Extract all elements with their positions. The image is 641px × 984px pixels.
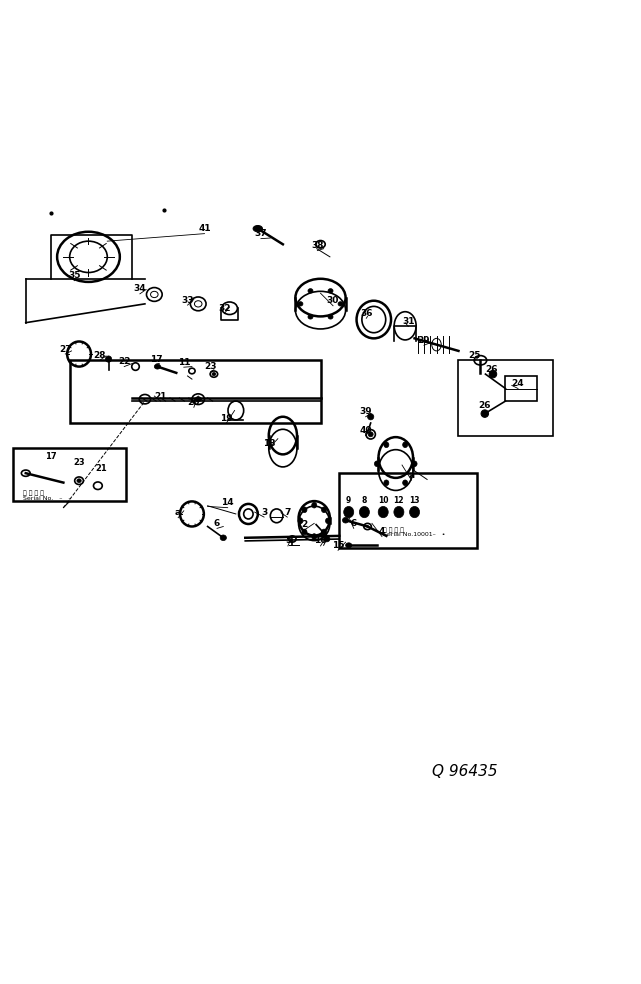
Text: 13: 13 (410, 496, 420, 505)
Ellipse shape (481, 410, 488, 417)
Text: 11: 11 (178, 358, 190, 367)
Text: 24: 24 (512, 379, 524, 388)
Bar (506, 376, 537, 401)
Text: 22: 22 (118, 357, 131, 366)
Text: 適 用 機 種: 適 用 機 種 (22, 491, 44, 496)
Text: 4: 4 (379, 527, 385, 536)
Text: 26: 26 (485, 365, 498, 374)
Text: 適 用 機 種: 適 用 機 種 (383, 526, 404, 532)
Text: 15: 15 (332, 541, 344, 550)
Ellipse shape (321, 530, 326, 535)
Text: 39: 39 (360, 407, 372, 416)
Ellipse shape (403, 442, 408, 448)
Text: Serial No.10001–   •: Serial No.10001– • (383, 532, 445, 537)
Ellipse shape (394, 507, 404, 518)
Text: 25: 25 (468, 351, 480, 360)
Ellipse shape (220, 535, 226, 540)
Text: 16: 16 (314, 536, 327, 545)
Ellipse shape (302, 507, 307, 513)
Text: 30: 30 (327, 296, 339, 305)
Text: Serial No.   –   –: Serial No. – – (22, 496, 71, 501)
Text: 34: 34 (133, 284, 146, 293)
Ellipse shape (298, 302, 303, 306)
Text: 38: 38 (311, 241, 324, 250)
Text: 35: 35 (69, 272, 81, 280)
Ellipse shape (154, 364, 161, 369)
Text: 12: 12 (394, 496, 404, 505)
Text: 17: 17 (150, 354, 163, 363)
Text: 40: 40 (360, 426, 372, 435)
Text: 9: 9 (346, 496, 351, 505)
Ellipse shape (77, 479, 81, 482)
Text: 10: 10 (378, 496, 388, 505)
Text: 28: 28 (94, 350, 106, 360)
Ellipse shape (105, 356, 112, 362)
Ellipse shape (342, 518, 349, 523)
Text: 26: 26 (479, 400, 491, 410)
Text: 36: 36 (360, 309, 372, 318)
Ellipse shape (410, 507, 420, 518)
Ellipse shape (367, 413, 374, 420)
Text: 23: 23 (204, 362, 217, 371)
Text: 18: 18 (263, 439, 276, 448)
Ellipse shape (384, 442, 389, 448)
Ellipse shape (378, 507, 388, 518)
Ellipse shape (384, 480, 389, 486)
Ellipse shape (326, 518, 331, 523)
Ellipse shape (374, 461, 379, 466)
Text: 19: 19 (220, 413, 233, 422)
Text: 20: 20 (188, 398, 200, 406)
Text: 21: 21 (95, 464, 107, 473)
Text: Q 96435: Q 96435 (432, 764, 497, 778)
Ellipse shape (308, 288, 313, 293)
Ellipse shape (368, 432, 373, 437)
Bar (70, 360, 320, 423)
Ellipse shape (302, 529, 307, 534)
Text: 5: 5 (285, 536, 291, 545)
Text: a: a (408, 470, 415, 479)
Ellipse shape (322, 529, 326, 534)
Ellipse shape (253, 225, 263, 232)
Text: 27: 27 (59, 344, 72, 353)
Ellipse shape (324, 536, 330, 542)
Ellipse shape (360, 507, 369, 518)
Text: 32: 32 (219, 304, 231, 313)
Ellipse shape (489, 370, 497, 378)
Bar (458, 360, 553, 436)
Ellipse shape (298, 518, 303, 523)
Bar (339, 473, 478, 548)
Ellipse shape (312, 503, 317, 508)
Text: 2: 2 (302, 521, 308, 529)
Ellipse shape (308, 315, 313, 319)
Text: 31: 31 (402, 317, 415, 326)
Ellipse shape (338, 302, 343, 306)
Text: 21: 21 (154, 392, 167, 400)
Ellipse shape (412, 461, 417, 466)
Ellipse shape (328, 288, 333, 293)
Text: 41: 41 (198, 224, 211, 233)
Ellipse shape (344, 507, 354, 518)
Ellipse shape (345, 543, 352, 548)
Text: 17: 17 (45, 452, 56, 461)
Text: 8: 8 (362, 496, 367, 505)
Text: a: a (175, 508, 181, 518)
Ellipse shape (322, 507, 326, 513)
Text: 3: 3 (261, 508, 267, 517)
Text: 33: 33 (181, 295, 194, 305)
Ellipse shape (195, 397, 201, 401)
Bar (13, 448, 126, 502)
Ellipse shape (403, 480, 408, 486)
Ellipse shape (212, 373, 216, 376)
Ellipse shape (312, 533, 317, 539)
Ellipse shape (328, 315, 333, 319)
Text: 14: 14 (221, 498, 234, 507)
Text: 23: 23 (73, 458, 85, 467)
Text: 7: 7 (284, 508, 290, 517)
Text: 29: 29 (418, 336, 430, 344)
Text: 6: 6 (214, 519, 220, 527)
Text: 6: 6 (351, 519, 357, 527)
Text: 37: 37 (254, 229, 267, 238)
